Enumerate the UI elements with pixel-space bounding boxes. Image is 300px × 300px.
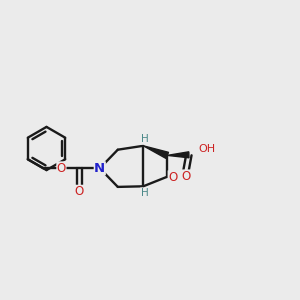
Text: H: H xyxy=(141,134,148,144)
Text: H: H xyxy=(141,188,148,198)
Text: N: N xyxy=(94,162,105,175)
Text: O: O xyxy=(181,170,190,183)
Text: O: O xyxy=(57,162,66,175)
Polygon shape xyxy=(143,146,169,158)
Polygon shape xyxy=(167,152,189,158)
Text: OH: OH xyxy=(198,144,215,154)
Text: O: O xyxy=(168,171,177,184)
Text: O: O xyxy=(75,185,84,198)
